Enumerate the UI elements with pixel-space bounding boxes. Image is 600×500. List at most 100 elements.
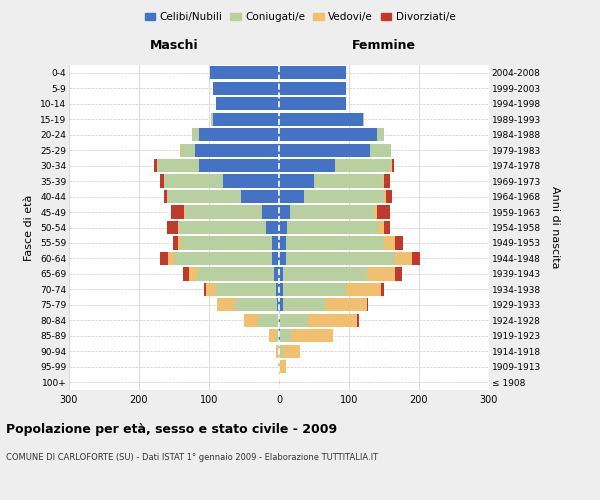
Legend: Celibi/Nubili, Coniugati/e, Vedovi/e, Divorziati/e: Celibi/Nubili, Coniugati/e, Vedovi/e, Di… <box>140 8 460 26</box>
Bar <box>358 314 359 327</box>
Bar <box>205 283 216 296</box>
Bar <box>279 66 346 80</box>
Bar <box>183 268 188 280</box>
Bar <box>412 252 421 265</box>
Text: Femmine: Femmine <box>0 499 1 500</box>
Bar <box>199 128 279 141</box>
Bar <box>160 174 163 188</box>
Bar <box>184 206 185 218</box>
Bar <box>290 206 373 218</box>
Bar <box>279 268 283 280</box>
Bar <box>195 144 279 156</box>
Bar <box>280 360 286 374</box>
Bar <box>377 128 384 141</box>
Bar <box>384 221 389 234</box>
Bar <box>275 330 279 342</box>
Bar <box>279 298 283 312</box>
Bar <box>286 252 395 265</box>
Bar <box>181 144 195 156</box>
Bar <box>392 159 394 172</box>
Bar <box>279 206 290 218</box>
Bar <box>216 97 279 110</box>
Bar <box>395 252 412 265</box>
Bar <box>178 236 181 250</box>
Bar <box>160 252 169 265</box>
Bar <box>367 268 395 280</box>
Text: Maschi: Maschi <box>0 499 1 500</box>
Bar <box>308 314 358 327</box>
Bar <box>272 252 279 265</box>
Bar <box>174 252 272 265</box>
Bar <box>377 206 389 218</box>
Bar <box>279 190 304 203</box>
Bar <box>391 159 392 172</box>
Bar <box>379 221 384 234</box>
Bar <box>244 314 258 327</box>
Bar <box>279 344 283 358</box>
Bar <box>216 283 275 296</box>
Bar <box>279 97 346 110</box>
Bar <box>384 174 389 188</box>
Bar <box>189 268 197 280</box>
Bar <box>279 252 286 265</box>
Bar <box>280 330 291 342</box>
Bar <box>287 221 379 234</box>
Text: COMUNE DI CARLOFORTE (SU) - Dati ISTAT 1° gennaio 2009 - Elaborazione TUTTITALIA: COMUNE DI CARLOFORTE (SU) - Dati ISTAT 1… <box>6 452 378 462</box>
Bar <box>279 376 280 389</box>
Bar <box>235 298 277 312</box>
Bar <box>275 344 279 358</box>
Bar <box>272 236 279 250</box>
Bar <box>169 252 174 265</box>
Bar <box>277 298 279 312</box>
Bar <box>283 283 346 296</box>
Bar <box>279 283 283 296</box>
Bar <box>199 159 279 172</box>
Bar <box>163 174 223 188</box>
Bar <box>223 174 279 188</box>
Bar <box>262 206 279 218</box>
Bar <box>258 314 279 327</box>
Bar <box>279 82 346 95</box>
Bar <box>279 112 363 126</box>
Bar <box>204 283 205 296</box>
Bar <box>212 82 279 95</box>
Bar <box>197 268 274 280</box>
Bar <box>279 159 335 172</box>
Bar <box>395 236 403 250</box>
Bar <box>279 330 280 342</box>
Bar <box>384 236 395 250</box>
Bar <box>274 268 279 280</box>
Bar <box>279 360 280 374</box>
Bar <box>283 268 367 280</box>
Bar <box>367 298 368 312</box>
Bar <box>185 206 262 218</box>
Bar <box>173 236 178 250</box>
Text: Femmine: Femmine <box>352 39 416 52</box>
Y-axis label: Anni di nascita: Anni di nascita <box>550 186 560 269</box>
Bar <box>395 268 401 280</box>
Bar <box>383 174 384 188</box>
Text: Maschi: Maschi <box>149 39 199 52</box>
Bar <box>269 330 275 342</box>
Bar <box>157 159 199 172</box>
Bar <box>212 112 279 126</box>
Bar <box>279 314 280 327</box>
Bar <box>280 314 308 327</box>
Bar <box>283 344 300 358</box>
Bar <box>304 190 384 203</box>
Bar <box>384 190 386 203</box>
Bar <box>278 360 279 374</box>
Bar <box>217 298 235 312</box>
Bar <box>241 190 279 203</box>
Bar <box>283 298 325 312</box>
Bar <box>279 144 370 156</box>
Bar <box>380 283 384 296</box>
Bar <box>279 221 287 234</box>
Bar <box>363 112 364 126</box>
Text: Popolazione per età, sesso e stato civile - 2009: Popolazione per età, sesso e stato civil… <box>6 422 337 436</box>
Bar <box>279 174 314 188</box>
Bar <box>291 330 333 342</box>
Bar <box>279 236 286 250</box>
Y-axis label: Fasce di età: Fasce di età <box>25 194 34 260</box>
Bar <box>386 190 392 203</box>
